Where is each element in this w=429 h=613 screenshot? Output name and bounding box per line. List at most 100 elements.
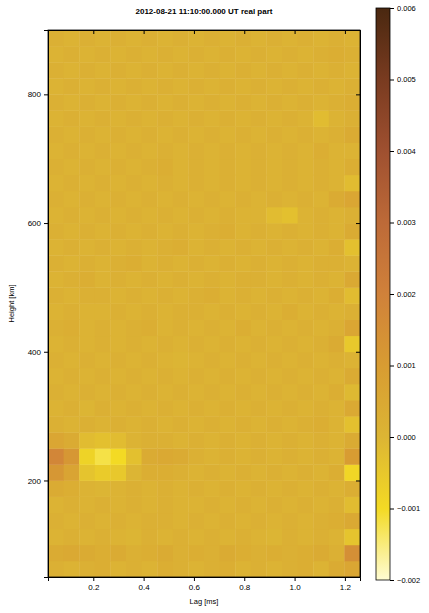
cell bbox=[251, 497, 267, 513]
cell bbox=[235, 127, 251, 143]
title: 2012-08-21 11:10:00.000 UT real part bbox=[136, 7, 273, 16]
cell bbox=[298, 175, 314, 191]
cell bbox=[173, 287, 189, 303]
cell bbox=[251, 513, 267, 529]
cell bbox=[110, 287, 126, 303]
x-axis-top bbox=[49, 30, 361, 34]
axis-line bbox=[44, 31, 49, 578]
cell bbox=[298, 448, 314, 464]
cell bbox=[344, 127, 360, 143]
cell bbox=[204, 464, 220, 480]
cell bbox=[282, 497, 298, 513]
tick-label: 400 bbox=[28, 348, 42, 357]
cell bbox=[344, 78, 360, 94]
cell bbox=[126, 448, 142, 464]
cell bbox=[79, 529, 95, 545]
cell bbox=[235, 464, 251, 480]
cell bbox=[64, 464, 80, 480]
cell bbox=[95, 207, 111, 223]
cell bbox=[126, 304, 142, 320]
cell bbox=[251, 62, 267, 78]
cell bbox=[282, 368, 298, 384]
cell bbox=[126, 127, 142, 143]
cell bbox=[95, 110, 111, 126]
cell bbox=[142, 352, 158, 368]
cell bbox=[282, 223, 298, 239]
cell bbox=[251, 255, 267, 271]
cell bbox=[266, 110, 282, 126]
cell bbox=[157, 159, 173, 175]
cell bbox=[126, 287, 142, 303]
cell bbox=[95, 448, 111, 464]
cell bbox=[48, 159, 64, 175]
cell bbox=[188, 384, 204, 400]
cell bbox=[235, 384, 251, 400]
tick bbox=[356, 480, 360, 481]
tick bbox=[93, 30, 94, 34]
cell bbox=[110, 561, 126, 577]
tick-label: −0.001 bbox=[397, 504, 420, 513]
tick: 0.003 bbox=[390, 218, 416, 227]
cell bbox=[188, 464, 204, 480]
tick-mark bbox=[390, 509, 394, 510]
tick-label: 0.001 bbox=[397, 361, 416, 370]
cell bbox=[251, 464, 267, 480]
cell bbox=[48, 62, 64, 78]
cell bbox=[298, 255, 314, 271]
cell bbox=[126, 368, 142, 384]
cell bbox=[313, 127, 329, 143]
cell bbox=[235, 448, 251, 464]
cell bbox=[313, 94, 329, 110]
cell bbox=[235, 110, 251, 126]
cell bbox=[110, 175, 126, 191]
cell bbox=[173, 159, 189, 175]
cell bbox=[157, 94, 173, 110]
cell bbox=[282, 207, 298, 223]
cell bbox=[79, 110, 95, 126]
tick-label: 800 bbox=[28, 90, 42, 99]
cell bbox=[329, 448, 345, 464]
cell bbox=[157, 239, 173, 255]
cell bbox=[344, 110, 360, 126]
cell bbox=[298, 143, 314, 159]
cell bbox=[157, 30, 173, 46]
cell bbox=[48, 78, 64, 94]
cell bbox=[266, 223, 282, 239]
cell bbox=[204, 561, 220, 577]
cell bbox=[79, 239, 95, 255]
cell bbox=[126, 62, 142, 78]
cell bbox=[110, 513, 126, 529]
cell bbox=[173, 271, 189, 287]
cell bbox=[173, 239, 189, 255]
cell bbox=[110, 529, 126, 545]
cell bbox=[282, 110, 298, 126]
cell bbox=[79, 78, 95, 94]
tick: 800 bbox=[28, 90, 48, 99]
cell bbox=[266, 287, 282, 303]
cell bbox=[313, 304, 329, 320]
cell bbox=[313, 513, 329, 529]
cell bbox=[329, 94, 345, 110]
cell bbox=[204, 368, 220, 384]
cell bbox=[64, 255, 80, 271]
cell bbox=[157, 448, 173, 464]
cell bbox=[329, 368, 345, 384]
cell bbox=[220, 368, 236, 384]
tick-mark bbox=[244, 577, 245, 581]
cell bbox=[95, 239, 111, 255]
cell bbox=[48, 432, 64, 448]
cell bbox=[64, 127, 80, 143]
cell bbox=[235, 561, 251, 577]
cell bbox=[188, 561, 204, 577]
cell bbox=[251, 110, 267, 126]
cell bbox=[329, 143, 345, 159]
cell bbox=[220, 159, 236, 175]
tick-label: 0.000 bbox=[397, 433, 416, 442]
cell bbox=[126, 464, 142, 480]
cell bbox=[251, 159, 267, 175]
cell bbox=[142, 110, 158, 126]
cell bbox=[329, 30, 345, 46]
cell bbox=[48, 191, 64, 207]
cell bbox=[157, 175, 173, 191]
cell bbox=[64, 448, 80, 464]
